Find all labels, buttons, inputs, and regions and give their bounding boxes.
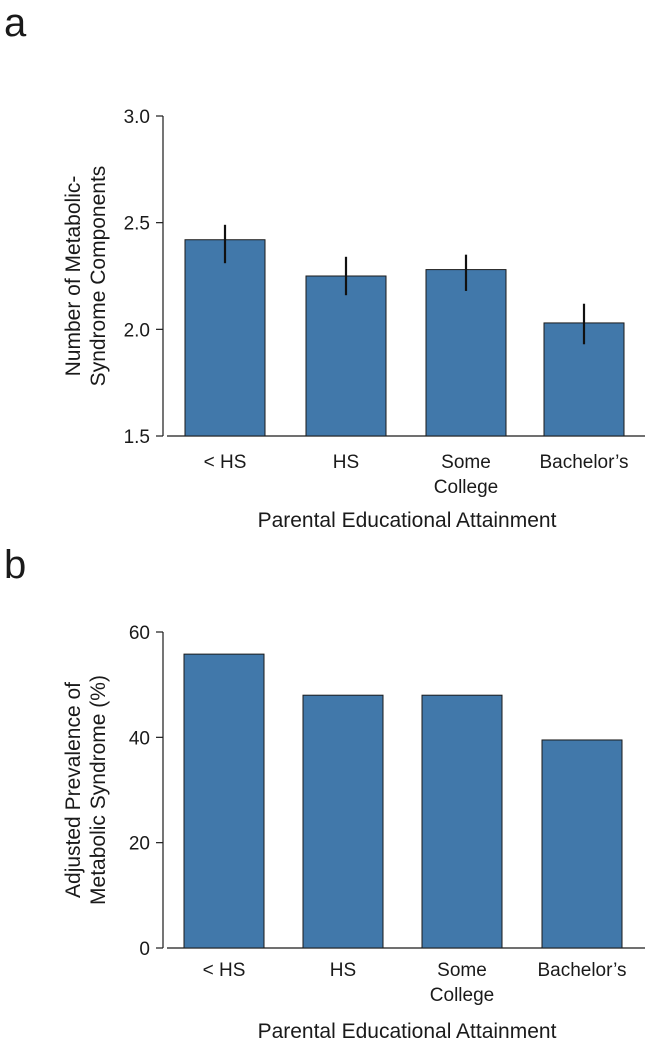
x-tick-label: College xyxy=(430,985,494,1006)
panel-b-label: b xyxy=(4,543,26,587)
x-axis-title: Parental Educational Attainment xyxy=(258,1020,557,1043)
x-tick-label: < HS xyxy=(204,452,247,473)
bar-2 xyxy=(302,694,384,949)
bar-1 xyxy=(183,653,265,949)
y-tick-label: 0 xyxy=(139,939,150,960)
y-axis-title-line: Number of Metabolic- xyxy=(62,176,85,377)
y-tick-label: 1.5 xyxy=(124,427,150,448)
y-axis-title: Adjusted Prevalence ofMetabolic Syndrome… xyxy=(62,675,110,905)
y-tick-label: 2.0 xyxy=(124,320,150,341)
x-tick-label: HS xyxy=(333,452,359,473)
y-tick-label: 40 xyxy=(129,728,150,749)
y-axis-title-line: Metabolic Syndrome (%) xyxy=(87,675,110,905)
y-axis-title-line: Syndrome Components xyxy=(87,166,110,387)
y-tick-label: 3.0 xyxy=(124,107,150,128)
bar-3 xyxy=(425,269,507,437)
y-axis-title: Number of Metabolic-Syndrome Components xyxy=(62,166,110,387)
bar-3 xyxy=(421,694,503,949)
y-axis-title-line: Adjusted Prevalence of xyxy=(62,682,85,898)
y-tick-label: 20 xyxy=(129,834,150,855)
bar-2 xyxy=(305,275,387,437)
y-tick-label: 60 xyxy=(129,623,150,644)
y-tick-label: 2.5 xyxy=(124,214,150,235)
x-tick-label: Some xyxy=(441,452,491,473)
x-tick-label: College xyxy=(434,477,498,498)
x-tick-label: Bachelor’s xyxy=(537,960,626,981)
bar-4 xyxy=(541,739,623,949)
panel-a-label: a xyxy=(4,1,27,45)
x-tick-label: Bachelor’s xyxy=(539,452,628,473)
x-axis-title: Parental Educational Attainment xyxy=(258,509,557,532)
panel-a: a 1.5 2.0 2.5 3.0 < HS HS Some College Bachelor’… xyxy=(4,1,645,532)
panel-b: b 0 20 40 60 < HS HS Some College Bachelor’s Pare… xyxy=(4,543,645,1043)
bar-1 xyxy=(184,239,266,437)
x-tick-label: Some xyxy=(437,960,487,981)
x-tick-label: HS xyxy=(330,960,356,981)
x-tick-label: < HS xyxy=(203,960,246,981)
